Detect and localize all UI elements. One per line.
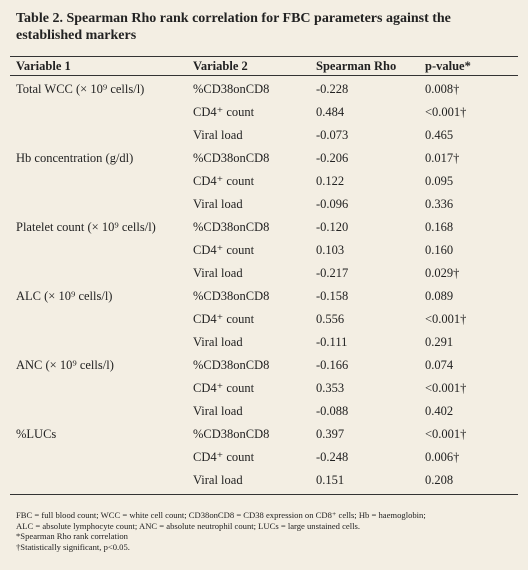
- p-value: <0.001†: [425, 381, 467, 395]
- top-rule: [10, 56, 518, 57]
- variable-2: Viral load: [193, 404, 243, 418]
- variable-2: %CD38onCD8: [193, 289, 270, 303]
- variable-2: %CD38onCD8: [193, 220, 270, 234]
- spearman-rho: -0.088: [316, 404, 349, 418]
- spearman-rho: 0.353: [316, 381, 345, 395]
- spearman-rho: -0.158: [316, 289, 349, 303]
- header-rule: [10, 75, 518, 76]
- footnote: †Statistically significant, p<0.05.: [16, 541, 130, 552]
- variable-2: CD4⁺ count: [193, 174, 255, 188]
- footnote: *Spearman Rho rank correlation: [16, 531, 128, 541]
- p-value: 0.029†: [425, 266, 460, 280]
- spearman-rho: -0.111: [316, 335, 348, 349]
- spearman-rho: 0.151: [316, 473, 345, 487]
- variable-2: %CD38onCD8: [193, 427, 270, 441]
- variable-1: Total WCC (× 10⁹ cells/l): [16, 82, 145, 96]
- p-value: 0.291: [425, 335, 454, 349]
- p-value: <0.001†: [425, 427, 467, 441]
- p-value: 0.168: [425, 220, 454, 234]
- p-value: 0.006†: [425, 450, 460, 464]
- variable-2: CD4⁺ count: [193, 450, 255, 464]
- variable-2: Viral load: [193, 266, 243, 280]
- spearman-rho: -0.073: [316, 128, 349, 142]
- column-header: p-value*: [425, 59, 471, 73]
- variable-1: ANC (× 10⁹ cells/l): [16, 358, 114, 372]
- p-value: 0.017†: [425, 151, 460, 165]
- variable-2: CD4⁺ count: [193, 312, 255, 326]
- p-value: 0.095: [425, 174, 454, 188]
- variable-1: ALC (× 10⁹ cells/l): [16, 289, 113, 303]
- spearman-rho: -0.166: [316, 358, 349, 372]
- spearman-rho: -0.206: [316, 151, 349, 165]
- p-value: 0.208: [425, 473, 454, 487]
- p-value: 0.336: [425, 197, 454, 211]
- p-value: <0.001†: [425, 312, 467, 326]
- p-value: <0.001†: [425, 105, 467, 119]
- variable-2: Viral load: [193, 335, 243, 349]
- variable-2: CD4⁺ count: [193, 381, 255, 395]
- spearman-rho: -0.217: [316, 266, 349, 280]
- variable-2: %CD38onCD8: [193, 358, 270, 372]
- footnote: ALC = absolute lymphocyte count; ANC = a…: [16, 520, 360, 531]
- variable-1: Platelet count (× 10⁹ cells/l): [16, 220, 156, 234]
- footnote: FBC = full blood count; WCC = white cell…: [16, 510, 426, 520]
- variable-2: %CD38onCD8: [193, 82, 270, 96]
- p-value: 0.074: [425, 358, 454, 372]
- p-value: 0.402: [425, 404, 454, 418]
- spearman-rho: 0.484: [316, 105, 345, 119]
- variable-2: Viral load: [193, 473, 243, 487]
- variable-2: CD4⁺ count: [193, 105, 255, 119]
- spearman-rho: -0.096: [316, 197, 349, 211]
- p-value: 0.089: [425, 289, 454, 303]
- variable-2: Viral load: [193, 128, 243, 142]
- column-header: Variable 1: [16, 59, 71, 73]
- p-value: 0.008†: [425, 82, 460, 96]
- variable-1: Hb concentration (g/dl): [16, 151, 134, 165]
- table-title: Table 2. Spearman Rho rank correlation f…: [16, 11, 451, 43]
- spearman-rho: 0.122: [316, 174, 345, 188]
- spearman-rho: -0.248: [316, 450, 349, 464]
- bottom-rule: [10, 494, 518, 495]
- p-value: 0.160: [425, 243, 454, 257]
- variable-2: %CD38onCD8: [193, 151, 270, 165]
- spearman-rho: 0.103: [316, 243, 345, 257]
- spearman-rho: -0.120: [316, 220, 349, 234]
- p-value: 0.465: [425, 128, 454, 142]
- spearman-rho: -0.228: [316, 82, 349, 96]
- variable-1: %LUCs: [16, 427, 57, 441]
- variable-2: Viral load: [193, 197, 243, 211]
- spearman-rho: 0.556: [316, 312, 345, 326]
- spearman-rho: 0.397: [316, 427, 345, 441]
- column-header: Spearman Rho: [316, 59, 397, 73]
- column-header: Variable 2: [193, 59, 248, 73]
- variable-2: CD4⁺ count: [193, 243, 255, 257]
